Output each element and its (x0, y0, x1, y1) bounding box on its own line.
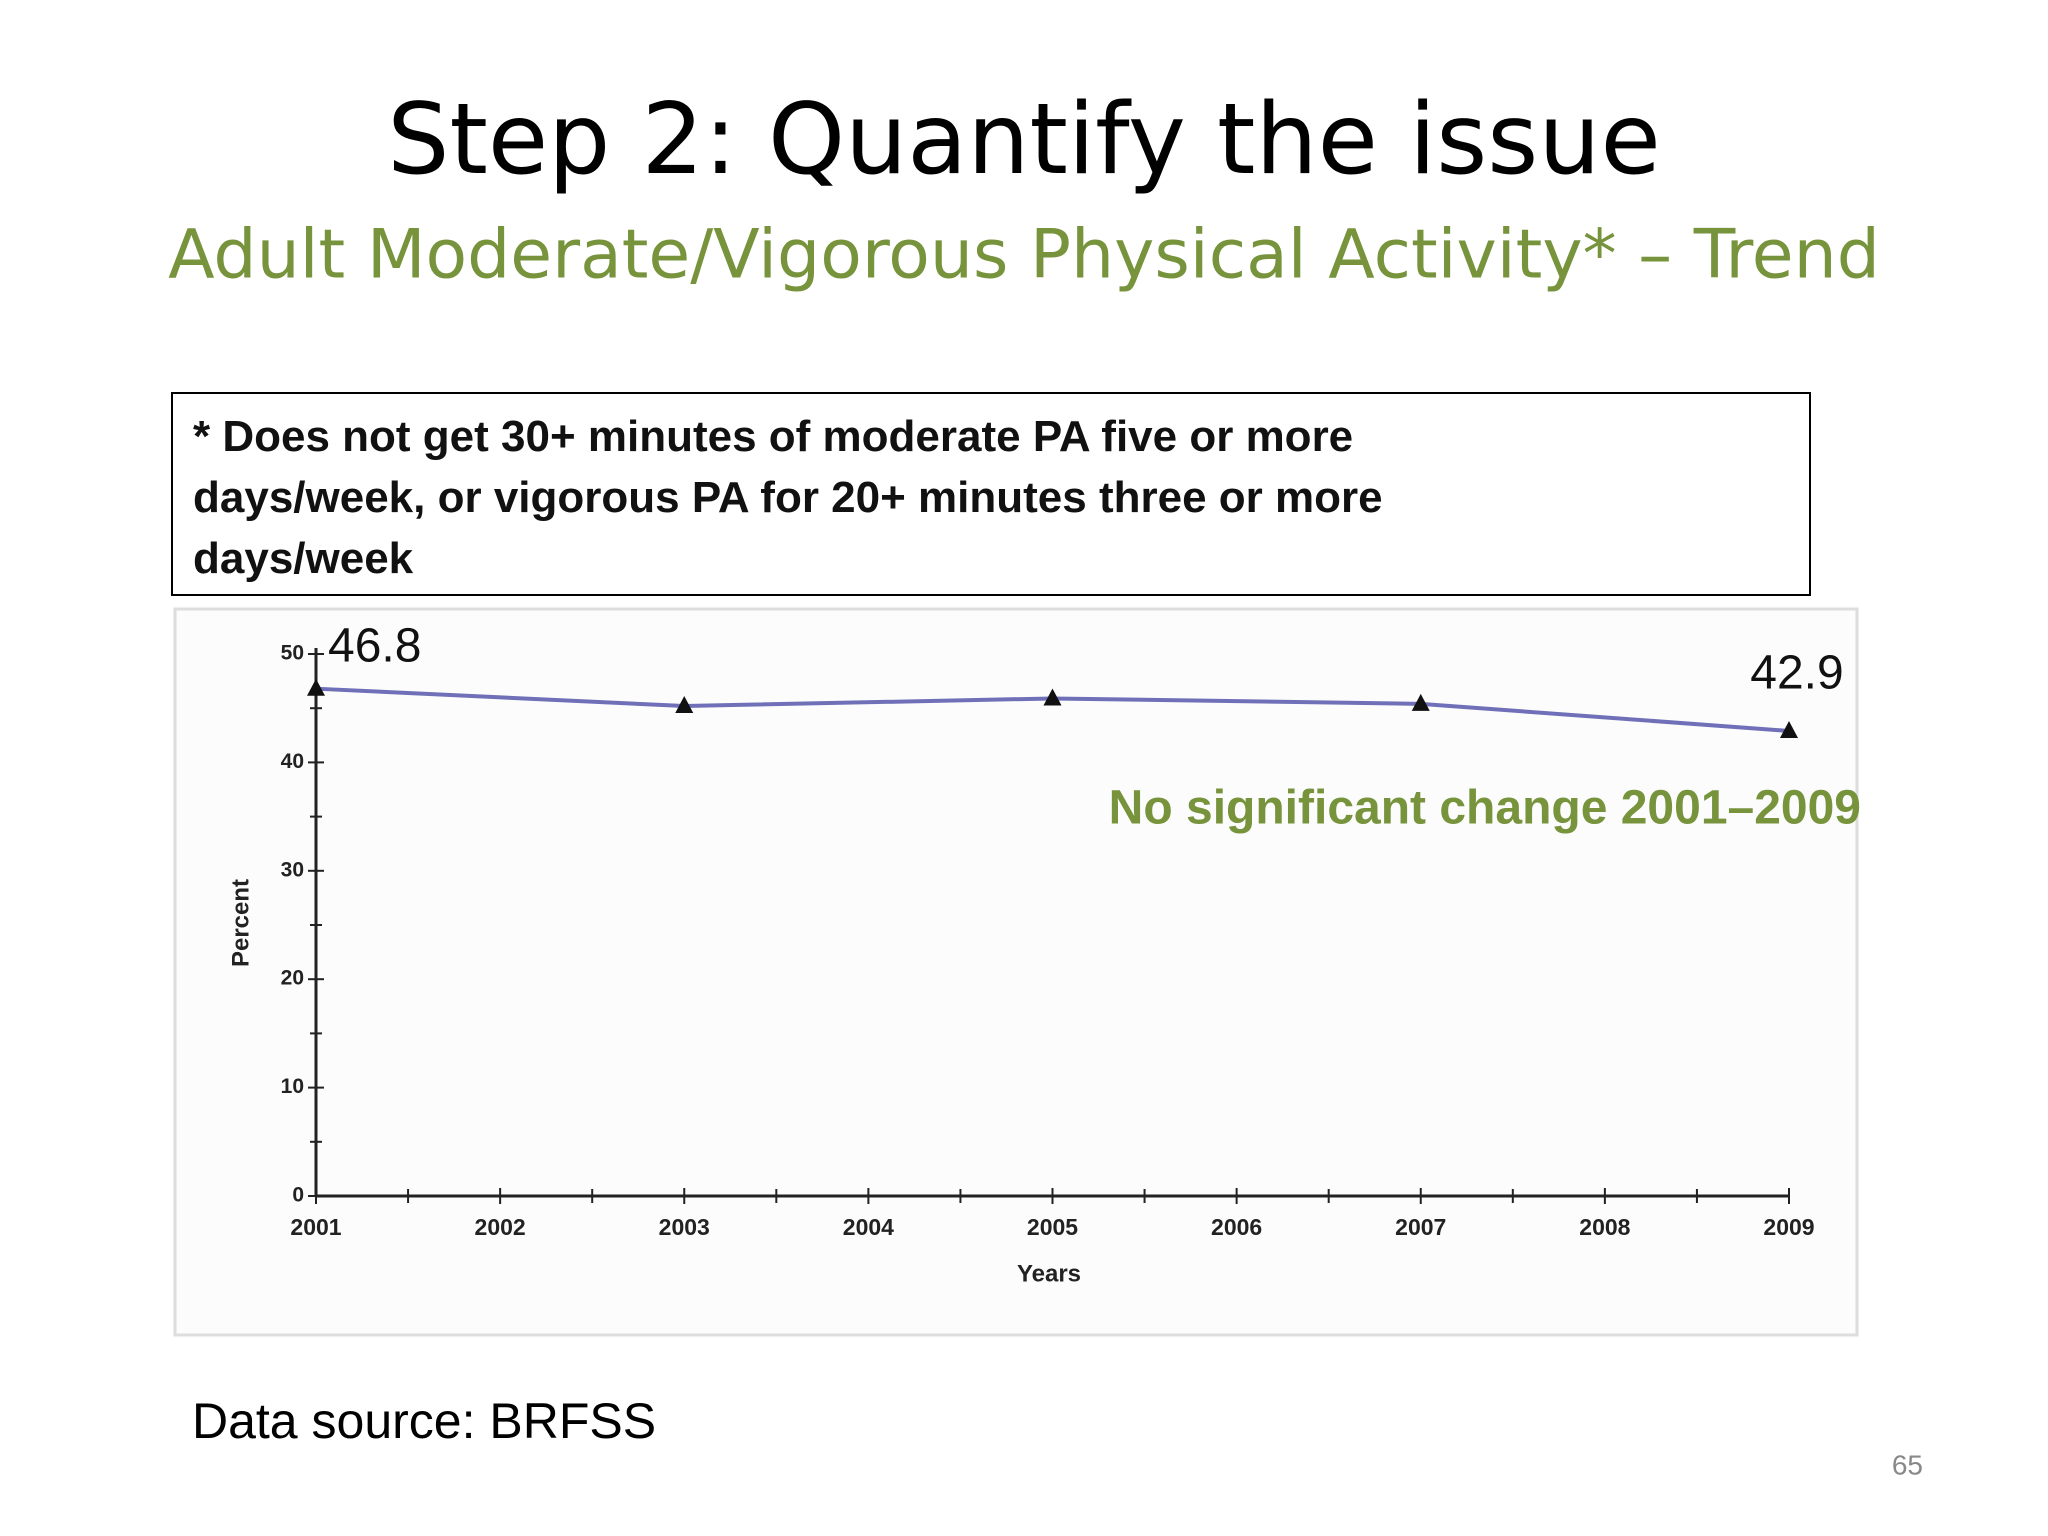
x-tick-label: 2009 (1763, 1214, 1814, 1240)
x-tick-label: 2004 (843, 1214, 894, 1240)
annotation: No significant change 2001–2009 (1109, 782, 1861, 835)
x-axis-label: Years (1017, 1260, 1081, 1287)
x-tick-label: 2007 (1395, 1214, 1446, 1240)
x-tick-label: 2008 (1579, 1214, 1630, 1240)
data-label: 46.8 (328, 619, 421, 672)
chart-title: Step 2: Quantify the issue (387, 83, 1661, 197)
data-point (675, 696, 694, 714)
chart-subtitle: Adult Moderate/Vigorous Physical Activit… (168, 216, 1880, 295)
x-tick-label: 2002 (475, 1214, 526, 1240)
note-box: * Does not get 30+ minutes of moderate P… (171, 392, 1811, 596)
chart-frame (173, 607, 1859, 1337)
x-tick-label: 2005 (1027, 1214, 1078, 1240)
y-tick-label: 20 (281, 967, 304, 990)
y-tick-label: 30 (281, 858, 304, 881)
x-tick-label: 2006 (1211, 1214, 1262, 1240)
y-tick-label: 10 (281, 1075, 304, 1098)
data-point (1411, 693, 1430, 711)
y-tick-label: 50 (281, 642, 304, 665)
y-axis-label: Percent (227, 879, 254, 967)
x-tick-label: 2001 (290, 1214, 341, 1240)
data-label: 42.9 (1750, 647, 1843, 700)
x-tick-label: 2003 (659, 1214, 710, 1240)
data-point (307, 678, 325, 696)
data-source: Data source: BRFSS (192, 1393, 656, 1449)
data-point (1043, 688, 1062, 706)
data-point (1780, 720, 1798, 738)
y-tick-label: 40 (281, 750, 304, 773)
y-tick-label: 0 (292, 1184, 304, 1207)
page-number: 65 (1892, 1449, 1923, 1480)
